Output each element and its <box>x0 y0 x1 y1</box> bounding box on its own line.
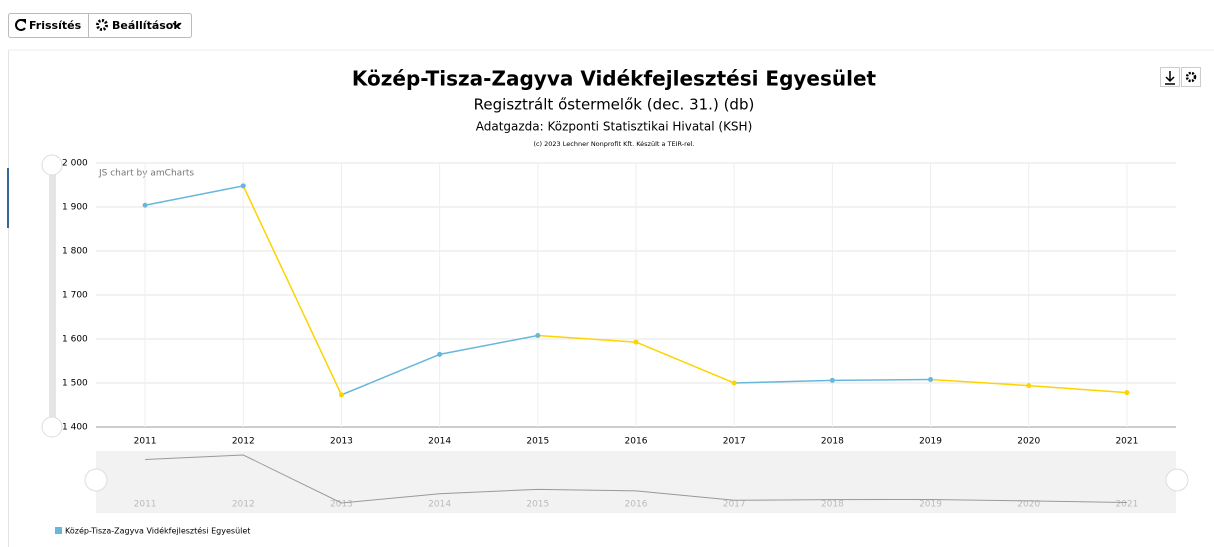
export-buttons <box>1160 67 1201 87</box>
x-tick-label: 2017 <box>723 437 746 447</box>
chart-credit: JS chart by amCharts <box>98 169 194 179</box>
toolbar: Frissítés Beállítások <box>8 13 192 38</box>
y-scrollbar-handle[interactable] <box>41 154 63 176</box>
scrollbar-tick-label: 2020 <box>1017 500 1040 510</box>
data-point <box>142 202 148 208</box>
y-tick-label: 1 700 <box>62 291 88 301</box>
chart-title: Közép-Tisza-Zagyva Vidékfejlesztési Egye… <box>352 67 877 91</box>
x-tick-label: 2011 <box>134 437 157 447</box>
x-tick-label: 2020 <box>1017 437 1040 447</box>
settings-button[interactable]: Beállítások <box>96 19 182 32</box>
line-segment <box>635 341 735 384</box>
x-scrollbar-handle[interactable] <box>1165 468 1189 492</box>
x-tick-label: 2015 <box>526 437 549 447</box>
data-point <box>338 392 344 398</box>
x-tick-label: 2019 <box>919 437 942 447</box>
data-point <box>829 377 835 383</box>
line-segment <box>930 378 1029 387</box>
plot: 1 400 1 500 1 600 1 700 1 800 1 900 2 000 2011 2… <box>62 159 1176 510</box>
data-point <box>240 183 246 189</box>
dropdown-caret <box>172 22 182 29</box>
data-point <box>731 380 737 386</box>
line-segment <box>832 378 931 382</box>
scrollbar-tick-label: 2014 <box>428 500 451 510</box>
y-tick-label: 1 800 <box>62 247 88 257</box>
refresh-arrow <box>21 19 26 24</box>
x-tick-label: 2013 <box>330 437 353 447</box>
line-segment <box>341 353 440 396</box>
y-tick-label: 1 400 <box>62 423 88 433</box>
x-tick-label: 2014 <box>428 437 451 447</box>
scrollbar-tick-label: 2011 <box>134 500 157 510</box>
scrollbar-tick-label: 2012 <box>232 500 255 510</box>
y-tick-label: 1 600 <box>62 335 88 345</box>
settings-icon <box>96 19 108 31</box>
x-tick-label: 2018 <box>821 437 844 447</box>
y-tick-label: 1 900 <box>62 203 88 213</box>
scrollbar-preview-line <box>145 454 1127 504</box>
line-segment <box>144 185 244 206</box>
data-point <box>633 339 639 345</box>
data-point <box>1026 383 1032 389</box>
x-tick-label: 2012 <box>232 437 255 447</box>
chart-source: Adatgazda: Központi Statisztikai Hivatal… <box>476 120 753 134</box>
x-tick-label: 2021 <box>1115 437 1138 447</box>
scrollbar-tick-label: 2018 <box>821 500 844 510</box>
scrollbar-tick-label: 2016 <box>625 500 648 510</box>
refresh-icon <box>15 19 26 31</box>
x-scrollbar-handle[interactable] <box>84 468 108 492</box>
legend-label[interactable]: Közép-Tisza-Zagyva Vidékfejlesztési Egye… <box>65 526 250 536</box>
y-scrollbar-handle[interactable] <box>41 416 63 438</box>
data-point <box>437 351 443 357</box>
scrollbar-tick-label: 2013 <box>330 500 353 510</box>
toolbar-frame <box>8 13 192 38</box>
data-point <box>928 376 934 382</box>
line-segment <box>1028 384 1127 394</box>
scrollbar-tick-label: 2015 <box>526 500 549 510</box>
scrollbar-tick-label: 2017 <box>723 500 746 510</box>
data-point <box>1124 390 1130 396</box>
settings-label: Beállítások <box>112 19 181 32</box>
line-segment <box>537 334 637 343</box>
x-scrollbar[interactable] <box>96 451 1176 513</box>
line-segment <box>242 185 343 396</box>
y-tick-label: 1 500 <box>62 379 88 389</box>
y-tick-label: 2 000 <box>62 159 88 169</box>
scrollbar-tick-label: 2019 <box>919 500 942 510</box>
chart-copyright: (c) 2023 Lechner Nonprofit Kft. Készült … <box>533 140 694 148</box>
x-tick-label: 2016 <box>625 437 648 447</box>
scrollbar-tick-label: 2021 <box>1115 500 1138 510</box>
line-segment <box>734 379 833 384</box>
y-scrollbar[interactable] <box>49 163 56 427</box>
refresh-label: Frissítés <box>29 19 82 32</box>
legend-swatch <box>55 527 62 534</box>
refresh-button[interactable]: Frissítés <box>15 19 82 32</box>
chart-subtitle: Regisztrált őstermelők (dec. 31.) (db) <box>474 96 755 114</box>
chart-settings-button[interactable] <box>1181 67 1201 87</box>
line-segment <box>439 334 538 356</box>
download-icon <box>1165 71 1175 85</box>
data-point <box>535 332 541 338</box>
chart-settings-icon <box>1185 71 1197 83</box>
